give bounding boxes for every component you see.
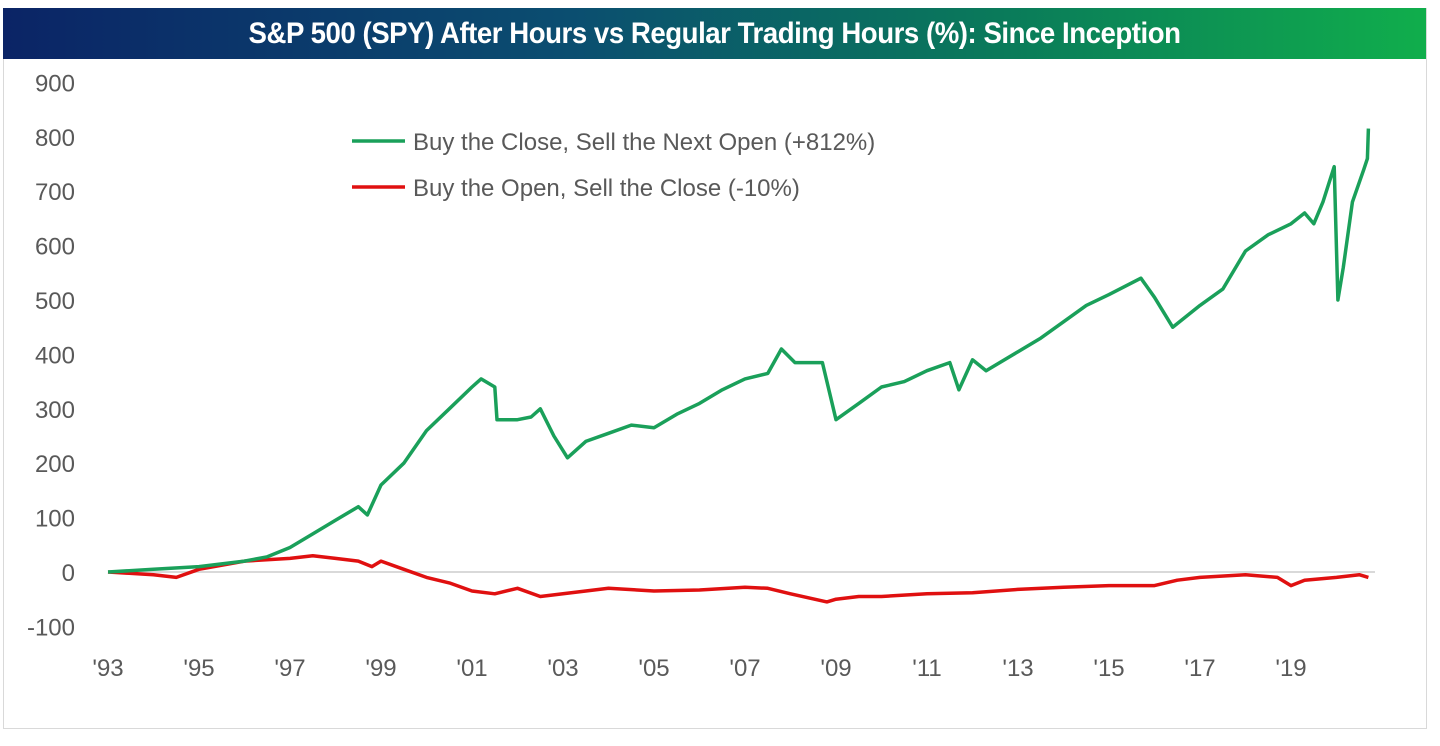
x-tick-label: '93: [92, 655, 123, 682]
x-tick-label: '01: [456, 655, 487, 682]
series-line-regular-hours: [107, 553, 1369, 604]
y-tick-label: 400: [35, 342, 75, 369]
legend-label: Buy the Close, Sell the Next Open (+812%…: [413, 129, 875, 156]
x-tick-label: '97: [274, 655, 305, 682]
y-tick-label: 300: [35, 397, 75, 424]
x-tick-label: '17: [1184, 655, 1215, 682]
x-tick-label: '07: [729, 655, 760, 682]
chart-frame: [3, 8, 1427, 729]
y-tick-label: 500: [35, 288, 75, 315]
x-tick-label: '05: [638, 655, 669, 682]
chart-title-bar: S&P 500 (SPY) After Hours vs Regular Tra…: [3, 8, 1426, 59]
x-tick-label: '09: [820, 655, 851, 682]
x-tick-label: '95: [183, 655, 214, 682]
y-tick-label: 200: [35, 451, 75, 478]
y-tick-label: -100: [27, 614, 75, 641]
x-tick-label: '13: [1002, 655, 1033, 682]
y-tick-label: 0: [62, 560, 75, 587]
chart-title: S&P 500 (SPY) After Hours vs Regular Tra…: [248, 16, 1181, 50]
series-line-after-hours: [107, 128, 1371, 574]
y-tick-label: 700: [35, 179, 75, 206]
x-tick-label: '19: [1275, 655, 1306, 682]
x-tick-label: '99: [365, 655, 396, 682]
y-tick-label: 100: [35, 506, 75, 533]
x-tick-label: '15: [1093, 655, 1124, 682]
legend-label: Buy the Open, Sell the Close (-10%): [413, 175, 800, 202]
x-tick-label: '11: [912, 655, 942, 682]
y-tick-label: 600: [35, 234, 75, 261]
y-tick-label: 900: [35, 70, 75, 97]
x-tick-label: '03: [547, 655, 578, 682]
y-tick-label: 800: [35, 125, 75, 152]
